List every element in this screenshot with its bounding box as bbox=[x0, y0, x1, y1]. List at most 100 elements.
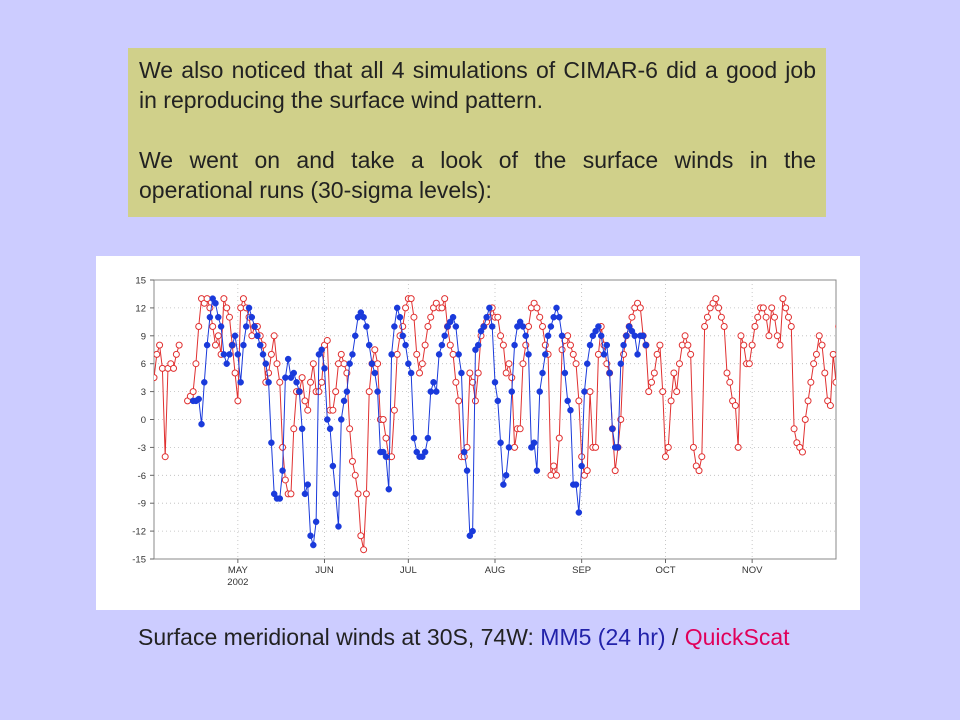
mm5-point bbox=[603, 341, 611, 349]
quickscat-point bbox=[829, 350, 836, 358]
quickscat-point bbox=[798, 448, 806, 456]
mm5-point bbox=[486, 304, 493, 312]
mm5-point bbox=[533, 467, 541, 474]
quickscat-point bbox=[203, 295, 211, 303]
y-tick-label: 12 bbox=[135, 303, 146, 314]
mm5-point bbox=[351, 332, 359, 340]
mm5-point bbox=[522, 332, 529, 340]
quickscat-point bbox=[346, 425, 354, 433]
quickscat-point bbox=[416, 369, 424, 377]
quickscat-point bbox=[731, 402, 739, 410]
x-tick-label: AUG bbox=[485, 565, 506, 576]
mm5-point bbox=[234, 351, 242, 358]
quickscat-point bbox=[552, 471, 560, 479]
mm5-point bbox=[220, 351, 228, 358]
x-tick-label: MAY bbox=[228, 565, 249, 576]
mm5-point bbox=[349, 351, 356, 358]
quickscat-point bbox=[248, 332, 256, 340]
mm5-point bbox=[259, 351, 267, 358]
quickscat-point bbox=[810, 360, 818, 368]
quickscat-point bbox=[715, 304, 723, 312]
quickscat-point bbox=[290, 425, 298, 433]
quickscat-point bbox=[234, 397, 242, 405]
mm5-point bbox=[307, 532, 314, 539]
quickscat-point bbox=[362, 490, 370, 498]
quickscat-point bbox=[214, 332, 222, 340]
mm5-point bbox=[284, 355, 292, 363]
mm5-point bbox=[424, 434, 432, 442]
mm5-point bbox=[321, 365, 328, 372]
quickscat-point bbox=[298, 374, 306, 382]
mm5-point bbox=[343, 388, 351, 395]
mm5-point bbox=[298, 425, 306, 433]
mm5-point bbox=[581, 388, 588, 395]
quickscat-point bbox=[703, 313, 711, 321]
quickscat-point bbox=[754, 313, 762, 321]
quickscat-point bbox=[717, 313, 725, 321]
mm5-point bbox=[578, 462, 585, 470]
quickscat-point bbox=[804, 397, 812, 405]
mm5-point bbox=[203, 341, 211, 349]
quickscat-point bbox=[812, 350, 820, 358]
y-tick-label: 15 bbox=[135, 276, 146, 287]
quickscat-point bbox=[759, 304, 767, 312]
quickscat-point bbox=[441, 295, 449, 303]
quickscat-point bbox=[209, 323, 217, 330]
mm5-point bbox=[290, 369, 298, 377]
quickscat-point bbox=[357, 532, 365, 540]
x-tick-label: OCT bbox=[655, 565, 675, 576]
note-box: We also noticed that all 4 simulations o… bbox=[128, 48, 826, 217]
quickscat-point bbox=[424, 323, 432, 330]
mm5-point bbox=[338, 416, 345, 423]
mm5-point bbox=[242, 323, 250, 330]
x-tick-label: SEP bbox=[572, 565, 591, 576]
y-tick-label: 0 bbox=[141, 415, 146, 426]
quickscat-point bbox=[446, 341, 454, 349]
caption: Surface meridional winds at 30S, 74W: MM… bbox=[138, 624, 790, 651]
mm5-point bbox=[550, 313, 557, 321]
quickscat-point bbox=[393, 350, 401, 358]
mm5-point bbox=[525, 351, 532, 358]
quickscat-point bbox=[516, 425, 524, 433]
quickscat-point bbox=[452, 378, 460, 386]
mm5-point bbox=[480, 323, 488, 330]
mm5-point bbox=[597, 332, 605, 340]
quickscat-point bbox=[818, 341, 826, 349]
mm5-point bbox=[198, 420, 205, 428]
mm5-point bbox=[393, 304, 401, 312]
quickscat-point bbox=[723, 369, 731, 377]
mm5-point bbox=[396, 313, 404, 321]
quickscat-point bbox=[592, 443, 600, 451]
quickscat-point bbox=[839, 324, 845, 330]
quickscat-point bbox=[847, 379, 853, 385]
mm5-point bbox=[458, 369, 465, 377]
quickscat-point bbox=[307, 378, 315, 386]
quickscat-point bbox=[636, 304, 644, 312]
y-tick-label: -6 bbox=[138, 471, 146, 482]
mm5-point bbox=[217, 323, 225, 330]
quickscat-point bbox=[650, 369, 658, 377]
quickscat-point bbox=[471, 397, 479, 405]
mm5-point bbox=[254, 332, 261, 340]
mm5-point bbox=[229, 341, 236, 349]
mm5-point bbox=[388, 351, 395, 358]
quickscat-point bbox=[170, 364, 178, 372]
mm5-point bbox=[385, 486, 393, 493]
quickscat-point bbox=[172, 350, 180, 358]
quickscat-point bbox=[698, 453, 706, 461]
quickscat-point bbox=[390, 406, 398, 414]
quickscat-point bbox=[687, 350, 695, 358]
note-paragraph-2: We went on and take a look of the surfac… bbox=[139, 147, 816, 203]
mm5-point bbox=[326, 425, 334, 433]
quickscat-point bbox=[673, 388, 681, 396]
quickscat-point bbox=[413, 350, 421, 358]
mm5-point bbox=[631, 332, 639, 340]
quickscat-point bbox=[239, 295, 247, 303]
quickscat-point bbox=[371, 346, 379, 354]
quickscat-point bbox=[189, 388, 197, 396]
quickscat-point bbox=[841, 319, 847, 325]
quickscat-point bbox=[519, 360, 527, 368]
mm5-point bbox=[556, 313, 563, 321]
mm5-point bbox=[276, 495, 284, 502]
mm5-point bbox=[310, 541, 317, 549]
